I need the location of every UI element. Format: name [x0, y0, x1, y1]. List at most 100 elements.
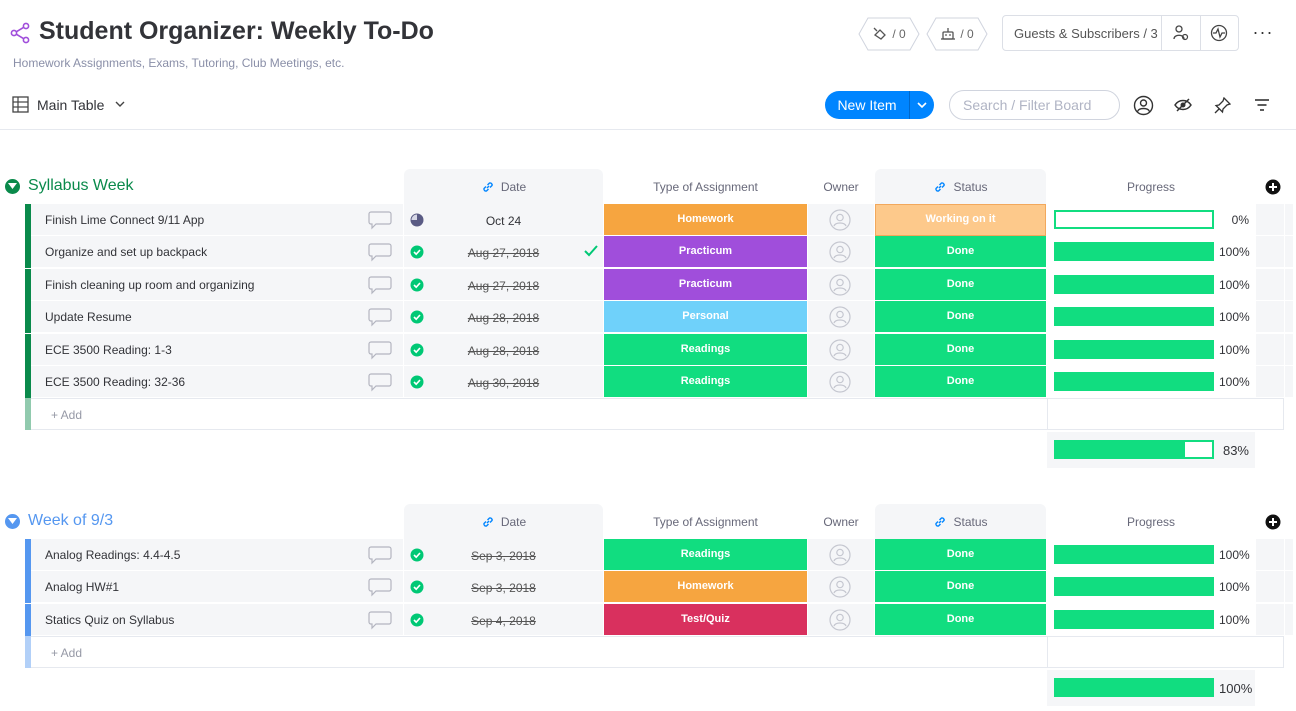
item-name-cell[interactable]: Statics Quiz on Syllabus — [31, 603, 403, 636]
item-name[interactable]: Organize and set up backpack — [45, 245, 208, 260]
column-header-date[interactable]: Date — [404, 504, 603, 539]
add-column-icon[interactable] — [1265, 514, 1281, 530]
add-item-label[interactable]: + Add — [51, 646, 83, 661]
item-name-cell[interactable]: Finish cleaning up room and organizing — [31, 268, 403, 301]
avatar-icon[interactable] — [829, 241, 851, 263]
comment-icon[interactable] — [368, 576, 392, 597]
add-item-input[interactable]: + Add — [31, 398, 1047, 431]
new-item-button[interactable]: New Item — [825, 91, 934, 119]
activity-log-button[interactable] — [1201, 16, 1239, 50]
filter-button[interactable] — [1251, 94, 1273, 116]
type-label[interactable]: Practicum — [604, 268, 807, 301]
avatar-icon[interactable] — [829, 609, 851, 631]
activity-button[interactable]: / 0 — [858, 17, 920, 51]
type-label[interactable]: Readings — [604, 333, 807, 366]
item-name[interactable]: Analog Readings: 4.4-4.5 — [45, 548, 181, 562]
avatar-icon[interactable] — [829, 338, 851, 361]
chevron-down-icon[interactable] — [114, 99, 126, 109]
guests-subscribers-button[interactable]: Guests & Subscribers / 3 — [1014, 25, 1158, 41]
item-name[interactable]: Finish cleaning up room and organizing — [45, 277, 255, 292]
comment-icon[interactable] — [368, 339, 392, 360]
group-toggle[interactable] — [5, 514, 20, 529]
date-cell[interactable]: Aug 27, 2018 — [404, 236, 603, 269]
item-name-cell[interactable]: Update Resume — [31, 301, 403, 334]
status-label[interactable]: Done — [875, 603, 1046, 636]
date-cell[interactable]: Sep 4, 2018 — [404, 603, 603, 636]
item-name-cell[interactable]: ECE 3500 Reading: 32-36 — [31, 366, 403, 398]
type-label[interactable]: Test/Quiz — [604, 603, 807, 636]
owner-cell[interactable] — [808, 301, 874, 334]
new-item-dropdown[interactable] — [909, 91, 934, 119]
column-header-status[interactable]: Status — [875, 169, 1046, 204]
type-label[interactable]: Homework — [604, 571, 807, 604]
owner-cell[interactable] — [808, 603, 874, 636]
status-label[interactable]: Done — [875, 539, 1046, 571]
item-name[interactable]: Statics Quiz on Syllabus — [45, 612, 175, 627]
hide-columns-button[interactable] — [1172, 94, 1194, 116]
column-header-type[interactable]: Type of Assignment — [653, 514, 758, 529]
comment-icon[interactable] — [368, 306, 392, 327]
pin-button[interactable] — [1211, 94, 1233, 116]
comment-icon[interactable] — [368, 371, 392, 392]
group-title[interactable]: Syllabus Week — [28, 177, 134, 194]
column-header-progress[interactable]: Progress — [1126, 179, 1176, 194]
owner-cell[interactable] — [808, 333, 874, 366]
status-label[interactable]: Done — [875, 236, 1046, 269]
item-name-cell[interactable]: Finish Lime Connect 9/11 App — [31, 204, 403, 236]
date-cell[interactable]: Oct 24 — [404, 204, 603, 236]
group-toggle[interactable] — [5, 179, 20, 194]
owner-cell[interactable] — [808, 236, 874, 269]
item-name[interactable]: ECE 3500 Reading: 1-3 — [45, 342, 172, 357]
add-item-input[interactable]: + Add — [31, 636, 1047, 669]
column-header-owner[interactable]: Owner — [823, 514, 859, 529]
type-label[interactable]: Homework — [604, 204, 807, 236]
avatar-icon[interactable] — [829, 306, 851, 328]
owner-cell[interactable] — [808, 539, 874, 571]
status-label[interactable]: Done — [875, 333, 1046, 366]
avatar-icon[interactable] — [829, 209, 851, 231]
date-cell[interactable]: Sep 3, 2018 — [404, 539, 603, 571]
comment-icon[interactable] — [368, 609, 392, 630]
avatar-icon[interactable] — [829, 544, 851, 566]
status-label[interactable]: Working on it — [875, 204, 1046, 236]
share-icon[interactable] — [10, 22, 32, 44]
date-cell[interactable]: Aug 28, 2018 — [404, 301, 603, 334]
type-label[interactable]: Readings — [604, 366, 807, 398]
item-name-cell[interactable]: Organize and set up backpack — [31, 236, 403, 269]
integrations-button[interactable]: / 0 — [926, 17, 988, 51]
column-header-owner[interactable]: Owner — [823, 179, 859, 194]
avatar-icon[interactable] — [829, 274, 851, 296]
status-label[interactable]: Done — [875, 268, 1046, 301]
type-label[interactable]: Personal — [604, 301, 807, 334]
avatar-icon[interactable] — [829, 576, 851, 598]
add-column-icon[interactable] — [1265, 179, 1281, 195]
date-cell[interactable]: Aug 27, 2018 — [404, 268, 603, 301]
view-selector[interactable]: Main Table — [37, 97, 105, 113]
avatar-icon[interactable] — [829, 371, 851, 393]
item-name-cell[interactable]: Analog HW#1 — [31, 571, 403, 604]
comment-icon[interactable] — [368, 544, 392, 565]
owner-cell[interactable] — [808, 204, 874, 236]
owner-cell[interactable] — [808, 366, 874, 398]
comment-icon[interactable] — [368, 241, 392, 262]
date-cell[interactable]: Aug 30, 2018 — [404, 366, 603, 398]
item-name-cell[interactable]: ECE 3500 Reading: 1-3 — [31, 333, 403, 366]
column-header-type[interactable]: Type of Assignment — [653, 179, 758, 194]
comment-icon[interactable] — [368, 274, 392, 295]
owner-cell[interactable] — [808, 571, 874, 604]
item-name[interactable]: Analog HW#1 — [45, 580, 120, 595]
more-options-button[interactable]: ··· — [1252, 22, 1274, 42]
status-label[interactable]: Done — [875, 571, 1046, 604]
status-label[interactable]: Done — [875, 301, 1046, 334]
column-header-status[interactable]: Status — [875, 504, 1046, 539]
type-label[interactable]: Readings — [604, 539, 807, 571]
new-item-label[interactable]: New Item — [837, 97, 897, 113]
group-title[interactable]: Week of 9/3 — [28, 512, 114, 529]
column-header-progress[interactable]: Progress — [1126, 514, 1176, 529]
item-name[interactable]: Update Resume — [45, 310, 132, 325]
item-name[interactable]: Finish Lime Connect 9/11 App — [45, 213, 205, 227]
column-header-date[interactable]: Date — [404, 169, 603, 204]
item-name[interactable]: ECE 3500 Reading: 32-36 — [45, 375, 186, 389]
owner-cell[interactable] — [808, 268, 874, 301]
person-filter-button[interactable] — [1132, 94, 1154, 116]
